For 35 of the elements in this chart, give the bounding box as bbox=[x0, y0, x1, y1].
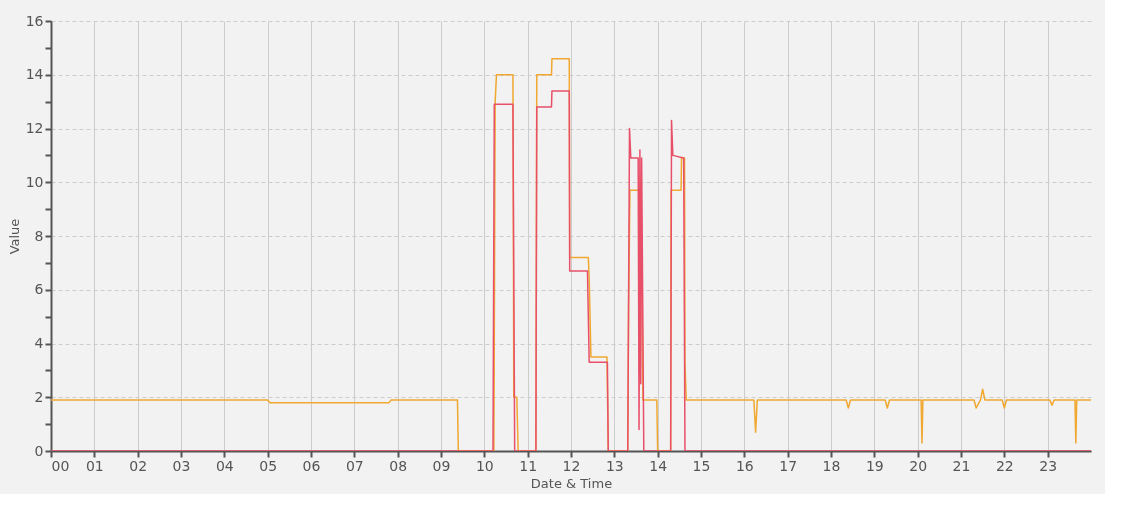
x-tick-label: 09 bbox=[432, 457, 451, 474]
x-tick-label: 21 bbox=[952, 457, 971, 474]
x-axis-title: Date & Time bbox=[530, 475, 613, 491]
x-tick-label: 22 bbox=[995, 457, 1014, 474]
x-tick-label: 07 bbox=[345, 457, 364, 474]
x-tick-label: 02 bbox=[129, 457, 148, 474]
x-tick-label: 20 bbox=[909, 457, 928, 474]
x-tick-label: 17 bbox=[779, 457, 798, 474]
x-tick-label: 11 bbox=[519, 457, 538, 474]
x-tick-label: 14 bbox=[649, 457, 668, 474]
y-tick-label: 14 bbox=[25, 66, 44, 83]
y-tick-label: 6 bbox=[34, 281, 44, 298]
x-tick-label: 15 bbox=[692, 457, 711, 474]
y-tick-label: 16 bbox=[25, 12, 44, 29]
y-tick-label: 12 bbox=[25, 120, 44, 136]
x-tick-label: 13 bbox=[605, 457, 624, 474]
y-tick-label: 4 bbox=[34, 335, 44, 351]
x-tick-label: 01 bbox=[85, 457, 104, 474]
y-tick-label: 0 bbox=[34, 442, 44, 459]
y-tick-label: 8 bbox=[34, 227, 44, 244]
x-tick-label: 03 bbox=[172, 457, 191, 474]
x-tick-label: 06 bbox=[302, 457, 321, 474]
x-tick-label: 23 bbox=[1039, 457, 1058, 474]
y-tick-label: 10 bbox=[25, 173, 44, 190]
x-tick-label: 08 bbox=[389, 457, 408, 474]
y-axis-title: Value bbox=[6, 218, 22, 255]
x-tick-label: 00 bbox=[51, 457, 70, 474]
x-tick-label: 12 bbox=[562, 457, 581, 474]
x-tick-label: 18 bbox=[822, 457, 841, 474]
x-tick-label: 04 bbox=[215, 457, 234, 474]
x-tick-label: 16 bbox=[735, 457, 754, 474]
y-tick-label: 2 bbox=[34, 388, 44, 405]
x-tick-label: 19 bbox=[865, 457, 884, 474]
x-tick-label: 10 bbox=[475, 457, 494, 474]
x-tick-label: 05 bbox=[259, 457, 278, 474]
